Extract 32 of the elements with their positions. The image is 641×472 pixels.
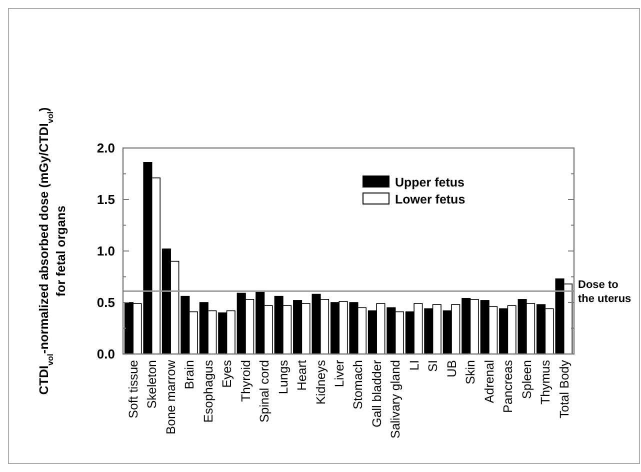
- x-tick-label: Stomach: [351, 360, 366, 410]
- x-tick-label: Esophagus: [201, 360, 216, 423]
- x-tick-label: Skin: [464, 360, 478, 384]
- x-tick-label: Gall bladder: [370, 360, 384, 428]
- x-tick-label: Thymus: [538, 360, 553, 404]
- x-tick-label: Eyes: [220, 360, 234, 388]
- legend-label: Upper fetus: [395, 175, 464, 190]
- legend-label: Lower fetus: [395, 192, 466, 206]
- ref-line-label: Dose to the uterus: [578, 279, 632, 306]
- x-tick-label: Salivary gland: [388, 360, 403, 439]
- y-tick-label: 2.0: [96, 140, 115, 156]
- x-tick-label: Heart: [295, 359, 310, 391]
- x-tick-label: Total Body: [557, 359, 572, 418]
- x-tick-label: Thyroid: [238, 360, 253, 402]
- x-tick-label: UB: [444, 360, 459, 378]
- x-tick-label: Kidneys: [314, 360, 328, 404]
- x-tick-label: Spinal cord: [258, 360, 272, 423]
- y-tick-label: 1.5: [96, 192, 115, 208]
- y-tick-label: 0.5: [96, 295, 115, 310]
- x-tick-label: Spleen: [520, 360, 534, 399]
- x-tick-label: Adrenal: [482, 360, 496, 404]
- x-tick-label: Lungs: [276, 360, 290, 394]
- x-tick-label: Liver: [332, 360, 347, 388]
- y-tick-label: 1.0: [96, 244, 115, 259]
- x-tick-label: Skeleton: [145, 360, 160, 409]
- x-tick-label: Soft tissue: [126, 360, 140, 418]
- x-tick-label: SI: [426, 360, 440, 372]
- x-tick-label: Pancreas: [501, 360, 516, 413]
- x-tick-label: LI: [407, 360, 422, 370]
- x-tick-label: Bone marrow: [164, 359, 178, 434]
- y-tick-label: 0.0: [96, 346, 115, 362]
- x-tick-label: Brain: [182, 360, 197, 390]
